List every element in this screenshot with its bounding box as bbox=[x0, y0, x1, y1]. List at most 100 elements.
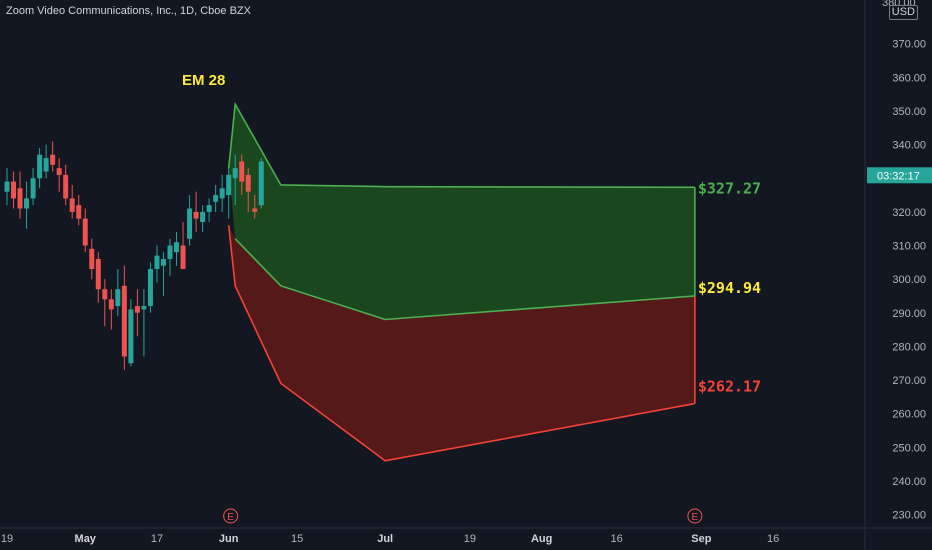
y-tick-label-top: 380.00 bbox=[882, 0, 916, 9]
candle bbox=[206, 198, 212, 222]
candle bbox=[167, 238, 173, 276]
candle bbox=[147, 262, 153, 313]
upper-bound-line bbox=[227, 101, 695, 189]
y-tick-label: 250.00 bbox=[892, 442, 926, 454]
candle-body bbox=[115, 289, 121, 307]
candle bbox=[11, 171, 17, 209]
mid-price-label: $294.94 bbox=[698, 279, 761, 297]
candle-body bbox=[147, 269, 153, 307]
y-tick-label: 360.00 bbox=[892, 72, 926, 84]
time-axis[interactable]: 19 May 17 Jun 15 Jul 19 Aug 16 Sep 16 bbox=[1, 533, 779, 545]
candle-body bbox=[37, 154, 43, 179]
candle bbox=[258, 158, 264, 209]
candle-body bbox=[17, 188, 23, 209]
em-label: EM 28 bbox=[182, 72, 225, 89]
expected-move-lines bbox=[227, 101, 696, 462]
y-tick-label: 350.00 bbox=[892, 106, 926, 118]
candle-body bbox=[50, 154, 56, 165]
lower-price-label: $262.17 bbox=[698, 378, 761, 396]
candle bbox=[174, 232, 180, 266]
x-tick-label: 15 bbox=[291, 533, 303, 545]
candle-body bbox=[219, 188, 225, 199]
y-tick-label: 290.00 bbox=[892, 308, 926, 320]
expected-move-zones bbox=[228, 104, 695, 461]
candle-body bbox=[56, 168, 62, 175]
candle-body bbox=[213, 195, 219, 202]
earnings-marker-label: E bbox=[692, 512, 699, 523]
candle bbox=[69, 184, 75, 219]
candle-body bbox=[11, 181, 17, 199]
candle-body bbox=[258, 161, 264, 206]
price-axis[interactable]: 230.00 240.00 250.00 260.00 270.00 280.00 290.… bbox=[867, 0, 932, 522]
y-tick-label: 280.00 bbox=[892, 341, 926, 353]
candle bbox=[232, 154, 238, 206]
candle-body bbox=[252, 208, 258, 212]
candle-body bbox=[121, 285, 127, 357]
candle bbox=[180, 221, 186, 270]
mid-line bbox=[234, 238, 695, 321]
candle bbox=[134, 289, 140, 337]
candle-body bbox=[24, 198, 30, 209]
candle-body bbox=[134, 306, 140, 313]
candle-body bbox=[128, 309, 134, 364]
candle-body bbox=[43, 158, 49, 172]
x-tick-label: 17 bbox=[151, 533, 163, 545]
candle bbox=[4, 168, 10, 206]
candle bbox=[252, 195, 258, 219]
x-tick-label: 19 bbox=[1, 533, 13, 545]
candle bbox=[154, 245, 160, 283]
earnings-marker-circle bbox=[223, 508, 239, 524]
x-tick-label: May bbox=[75, 533, 97, 545]
candle-body bbox=[63, 174, 69, 199]
candle-body bbox=[69, 198, 75, 212]
x-tick-label: Sep bbox=[691, 533, 711, 545]
x-tick-label: Jul bbox=[377, 533, 393, 545]
x-tick-label: 19 bbox=[464, 533, 476, 545]
candle bbox=[219, 174, 225, 212]
y-tick-label: 270.00 bbox=[892, 375, 926, 387]
candle bbox=[17, 171, 23, 219]
countdown-badge-bg bbox=[867, 167, 932, 184]
candle-body bbox=[30, 178, 36, 199]
lower-bound-line bbox=[227, 225, 696, 462]
candle-body bbox=[141, 306, 147, 310]
earnings-marker-label: E bbox=[227, 512, 234, 523]
candle bbox=[239, 154, 245, 196]
currency-badge[interactable]: USD bbox=[888, 5, 918, 20]
lower-zone bbox=[228, 225, 695, 461]
candle-body bbox=[232, 168, 238, 179]
candle bbox=[115, 269, 121, 317]
candle bbox=[30, 168, 36, 206]
symbol-title[interactable]: Zoom Video Communications, Inc., 1D, Cbo… bbox=[6, 5, 251, 17]
y-tick-label: 260.00 bbox=[892, 409, 926, 421]
candle-body bbox=[4, 181, 10, 192]
candle bbox=[43, 144, 49, 179]
candle-body bbox=[102, 289, 108, 300]
earnings-marker: E bbox=[223, 508, 239, 524]
candlestick-series bbox=[4, 141, 264, 370]
candle-body bbox=[89, 248, 95, 270]
candle-body bbox=[167, 245, 173, 259]
candle bbox=[187, 195, 193, 246]
candle bbox=[82, 208, 88, 253]
candle bbox=[193, 191, 199, 233]
earnings-marker: E bbox=[687, 508, 703, 524]
candle-body bbox=[180, 245, 186, 270]
countdown-badge[interactable]: 03:32:17 bbox=[867, 167, 932, 184]
candle bbox=[76, 195, 82, 226]
candle bbox=[89, 238, 95, 280]
candle-body bbox=[82, 218, 88, 246]
candle bbox=[63, 164, 69, 206]
candle bbox=[56, 158, 62, 192]
candle bbox=[50, 141, 56, 172]
candle-body bbox=[226, 174, 232, 196]
annotations: EM 28 $327.27 $294.94 $262.17 E E bbox=[182, 72, 761, 524]
y-tick-label: 310.00 bbox=[892, 241, 926, 253]
y-tick-label: 300.00 bbox=[892, 274, 926, 286]
candle bbox=[141, 289, 147, 357]
candle-body bbox=[206, 205, 212, 212]
candle bbox=[24, 181, 30, 229]
upper-zone bbox=[228, 104, 695, 320]
